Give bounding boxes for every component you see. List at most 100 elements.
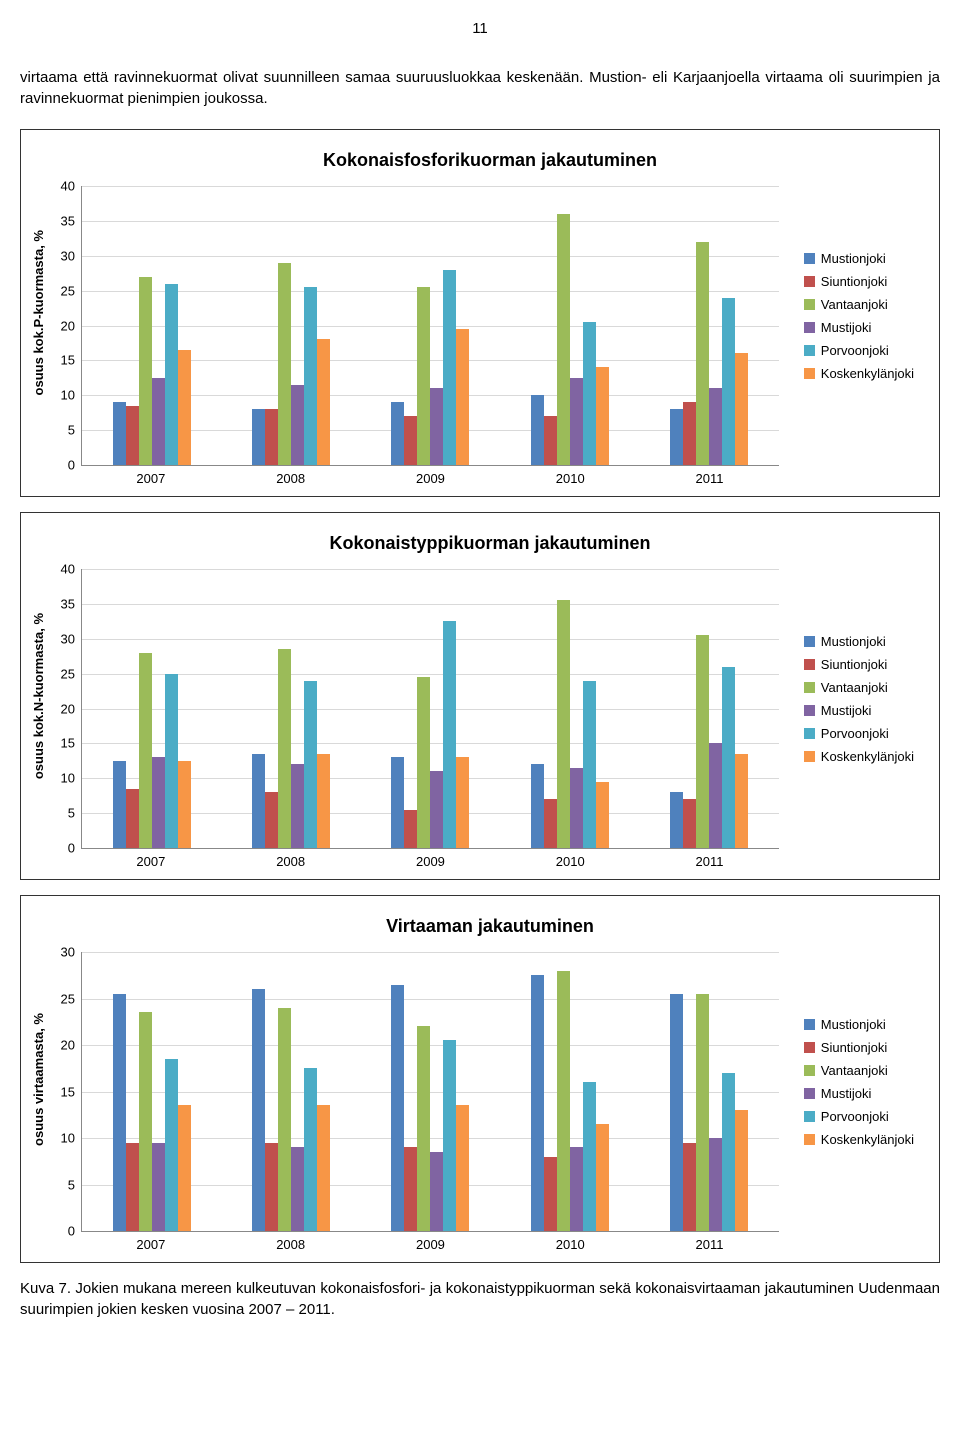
bar (304, 287, 317, 465)
legend-item: Mustionjoki (804, 634, 914, 649)
legend-label: Mustijoki (821, 1086, 872, 1101)
bar (696, 635, 709, 848)
bar (735, 353, 748, 465)
bar (722, 298, 735, 465)
bar (139, 277, 152, 465)
bar (252, 989, 265, 1231)
bar-group (670, 186, 748, 465)
bar (430, 771, 443, 848)
legend-swatch (804, 1019, 815, 1030)
bar (544, 416, 557, 465)
bar-group (531, 186, 609, 465)
bar (178, 350, 191, 465)
y-tick: 15 (61, 736, 75, 751)
x-tick: 2011 (696, 854, 724, 869)
legend-item: Mustijoki (804, 1086, 914, 1101)
legend-label: Mustijoki (821, 703, 872, 718)
bar-group (252, 952, 330, 1231)
bar (531, 395, 544, 465)
legend-swatch (804, 705, 815, 716)
bar (278, 649, 291, 848)
bar (557, 214, 570, 465)
y-tick: 15 (61, 353, 75, 368)
bar (126, 406, 139, 465)
y-tick: 5 (68, 1177, 75, 1192)
x-tick: 2011 (696, 1237, 724, 1252)
bar (152, 757, 165, 848)
x-tick: 2011 (696, 471, 724, 486)
legend-label: Siuntionjoki (821, 657, 888, 672)
x-tick: 2010 (556, 854, 585, 869)
legend-swatch (804, 1134, 815, 1145)
bar (735, 1110, 748, 1231)
bar (178, 761, 191, 848)
x-tick: 2010 (556, 471, 585, 486)
bar (317, 754, 330, 848)
bar (583, 681, 596, 848)
legend-label: Porvoonjoki (821, 1109, 889, 1124)
y-tick: 5 (68, 423, 75, 438)
bar (404, 1147, 417, 1231)
bar (683, 799, 696, 848)
bar (417, 287, 430, 465)
x-tick: 2007 (136, 1237, 165, 1252)
y-tick: 10 (61, 771, 75, 786)
legend-item: Mustionjoki (804, 251, 914, 266)
y-tick: 20 (61, 1038, 75, 1053)
bar (709, 743, 722, 848)
legend-label: Siuntionjoki (821, 1040, 888, 1055)
legend: MustionjokiSiuntionjokiVantaanjokiMustij… (804, 634, 914, 772)
chart-title: Kokonaisfosforikuorman jakautuminen (51, 150, 929, 171)
bar (391, 985, 404, 1231)
bar (304, 1068, 317, 1231)
bar (252, 754, 265, 848)
bar (683, 402, 696, 465)
legend-label: Porvoonjoki (821, 726, 889, 741)
bar (456, 757, 469, 848)
legend-label: Vantaanjoki (821, 1063, 888, 1078)
x-tick: 2008 (276, 854, 305, 869)
bar (417, 1026, 430, 1231)
legend-label: Mustionjoki (821, 251, 886, 266)
bar (570, 1147, 583, 1231)
bar (570, 768, 583, 848)
bar (443, 621, 456, 848)
legend-label: Siuntionjoki (821, 274, 888, 289)
bar (139, 1012, 152, 1231)
bar (596, 367, 609, 465)
y-tick: 40 (61, 562, 75, 577)
x-tick: 2007 (136, 471, 165, 486)
bar-group (113, 952, 191, 1231)
bar (113, 761, 126, 848)
legend-label: Koskenkylänjoki (821, 749, 914, 764)
bar (252, 409, 265, 465)
legend: MustionjokiSiuntionjokiVantaanjokiMustij… (804, 251, 914, 389)
plot-area: 0510152025303540 (81, 186, 779, 466)
bar (683, 1143, 696, 1231)
legend-label: Koskenkylänjoki (821, 366, 914, 381)
legend-item: Mustijoki (804, 703, 914, 718)
plot-area: 051015202530 (81, 952, 779, 1232)
y-tick: 30 (61, 945, 75, 960)
bar-group (113, 569, 191, 848)
bar (265, 1143, 278, 1231)
bar (583, 322, 596, 465)
legend-item: Siuntionjoki (804, 657, 914, 672)
y-tick: 25 (61, 283, 75, 298)
legend-item: Koskenkylänjoki (804, 366, 914, 381)
y-tick: 25 (61, 666, 75, 681)
bar (430, 1152, 443, 1231)
legend-label: Koskenkylänjoki (821, 1132, 914, 1147)
chart-title: Kokonaistyppikuorman jakautuminen (51, 533, 929, 554)
bar (278, 263, 291, 465)
y-tick: 0 (68, 1224, 75, 1239)
legend-swatch (804, 368, 815, 379)
x-tick: 2008 (276, 471, 305, 486)
legend-item: Koskenkylänjoki (804, 749, 914, 764)
bar (670, 409, 683, 465)
legend-item: Porvoonjoki (804, 343, 914, 358)
y-tick: 35 (61, 596, 75, 611)
legend-label: Mustionjoki (821, 634, 886, 649)
bar (596, 782, 609, 848)
legend-item: Mustionjoki (804, 1017, 914, 1032)
